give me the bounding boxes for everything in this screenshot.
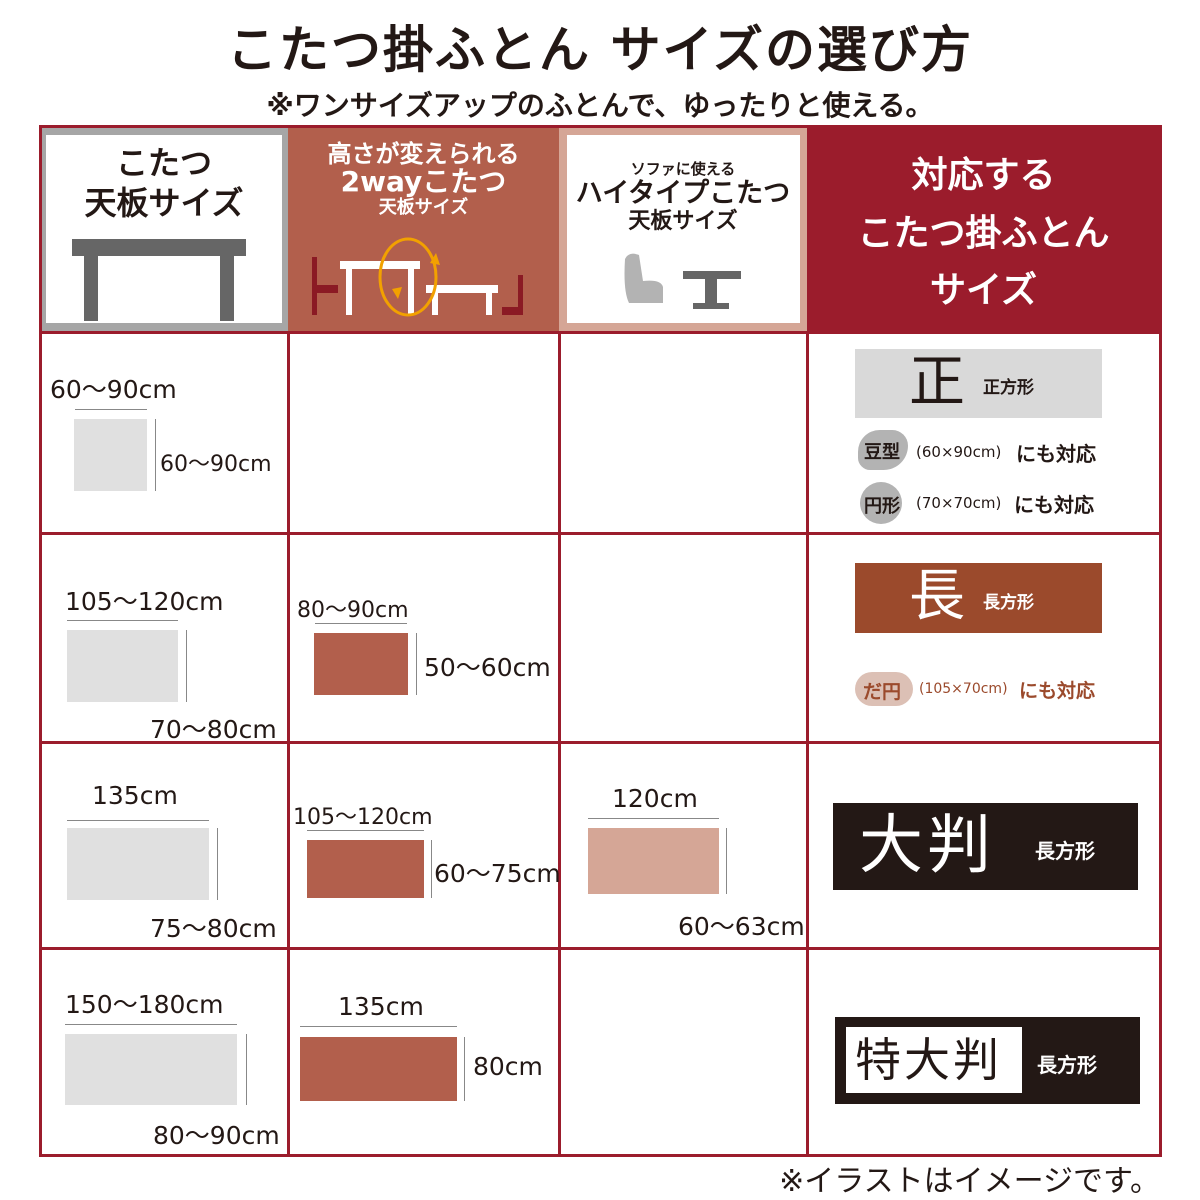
header-twoway: 高さが変えられる 2wayこたつ 天板サイズ bbox=[288, 127, 559, 331]
bean-shape-note: 豆型 (60×90cm) にも対応 bbox=[858, 430, 1118, 470]
header-hightype-line2: ハイタイプこたつ bbox=[575, 178, 791, 210]
header-hightype-line3: 天板サイズ bbox=[628, 209, 738, 235]
row3-hightype-rect bbox=[588, 828, 719, 894]
header-futon-line2: こたつ掛ふとん bbox=[857, 212, 1110, 254]
oval-shape-icon bbox=[855, 672, 913, 706]
row4-standard-width: 150〜180cm bbox=[65, 990, 224, 1019]
header-hightype: ソファに使える ハイタイプこたつ 天板サイズ bbox=[559, 127, 807, 331]
row2-standard-depth: 70〜80cm bbox=[150, 715, 277, 744]
futon-shape: 正方形 bbox=[983, 378, 1034, 398]
row2-twoway-rect bbox=[314, 633, 408, 695]
row4-twoway-depth: 80cm bbox=[473, 1052, 543, 1081]
futon-kanji: 正 bbox=[909, 350, 965, 415]
header-twoway-line3: 天板サイズ bbox=[378, 197, 469, 219]
row2-standard-width: 105〜120cm bbox=[65, 587, 224, 616]
table-icon bbox=[72, 239, 246, 321]
oval-shape-note: だ円 (105×70cm) にも対応 bbox=[855, 672, 1115, 706]
row3-hightype-width: 120cm bbox=[612, 784, 698, 813]
row3-standard-depth: 75〜80cm bbox=[150, 914, 277, 943]
row1-standard-depth: 60〜90cm bbox=[160, 452, 272, 477]
futon-large-label: 大判 長方形 bbox=[833, 803, 1138, 890]
page-subtitle: ※ワンサイズアップのふとんで、ゆったりと使える。 bbox=[266, 89, 934, 122]
row3-twoway-depth: 60〜75cm bbox=[434, 859, 561, 888]
row2-twoway-depth: 50〜60cm bbox=[424, 653, 551, 682]
header-futon: 対応する こたつ掛ふとん サイズ bbox=[807, 127, 1160, 331]
header-standard-line2: 天板サイズ bbox=[84, 184, 244, 222]
row4-twoway-rect bbox=[300, 1037, 457, 1101]
row2-twoway-width: 80〜90cm bbox=[297, 598, 409, 623]
page-title: こたつ掛ふとん サイズの選び方 bbox=[227, 21, 973, 79]
row3-hightype-depth: 60〜63cm bbox=[678, 912, 805, 941]
row3-standard-width: 135cm bbox=[92, 781, 178, 810]
header-standard-line1: こたつ bbox=[115, 144, 212, 182]
row4-twoway-width: 135cm bbox=[338, 992, 424, 1021]
height-adjustable-table-icon bbox=[312, 237, 523, 317]
header-futon-line3: サイズ bbox=[930, 270, 1037, 312]
header-twoway-line2: 2wayこたつ bbox=[340, 165, 507, 199]
row4-standard-depth: 80〜90cm bbox=[153, 1121, 280, 1150]
sofa-table-icon bbox=[624, 253, 741, 309]
futon-rect-label: 長 長方形 bbox=[855, 563, 1102, 633]
header-twoway-line1: 高さが変えられる bbox=[327, 140, 520, 168]
row3-standard-rect bbox=[67, 828, 209, 900]
header-hightype-line1: ソファに使える bbox=[630, 160, 736, 178]
row1-standard-rect bbox=[74, 419, 147, 491]
row1-standard-width: 60〜90cm bbox=[50, 375, 177, 404]
bean-shape-icon bbox=[858, 430, 908, 470]
footnote: ※イラストはイメージです。 bbox=[779, 1164, 1160, 1199]
row3-twoway-width: 105〜120cm bbox=[293, 805, 433, 830]
futon-square-label: 正 正方形 bbox=[855, 349, 1102, 418]
round-shape-icon bbox=[860, 482, 902, 524]
round-shape-note: 円形 (70×70cm) にも対応 bbox=[858, 482, 1118, 524]
futon-extra-large-label: 特大判 長方形 bbox=[835, 1017, 1140, 1104]
row4-standard-rect bbox=[65, 1034, 237, 1105]
row3-twoway-rect bbox=[307, 840, 424, 898]
row2-standard-rect bbox=[67, 630, 178, 702]
header-standard: こたつ 天板サイズ bbox=[40, 127, 288, 331]
header-futon-line1: 対応する bbox=[911, 155, 1056, 196]
